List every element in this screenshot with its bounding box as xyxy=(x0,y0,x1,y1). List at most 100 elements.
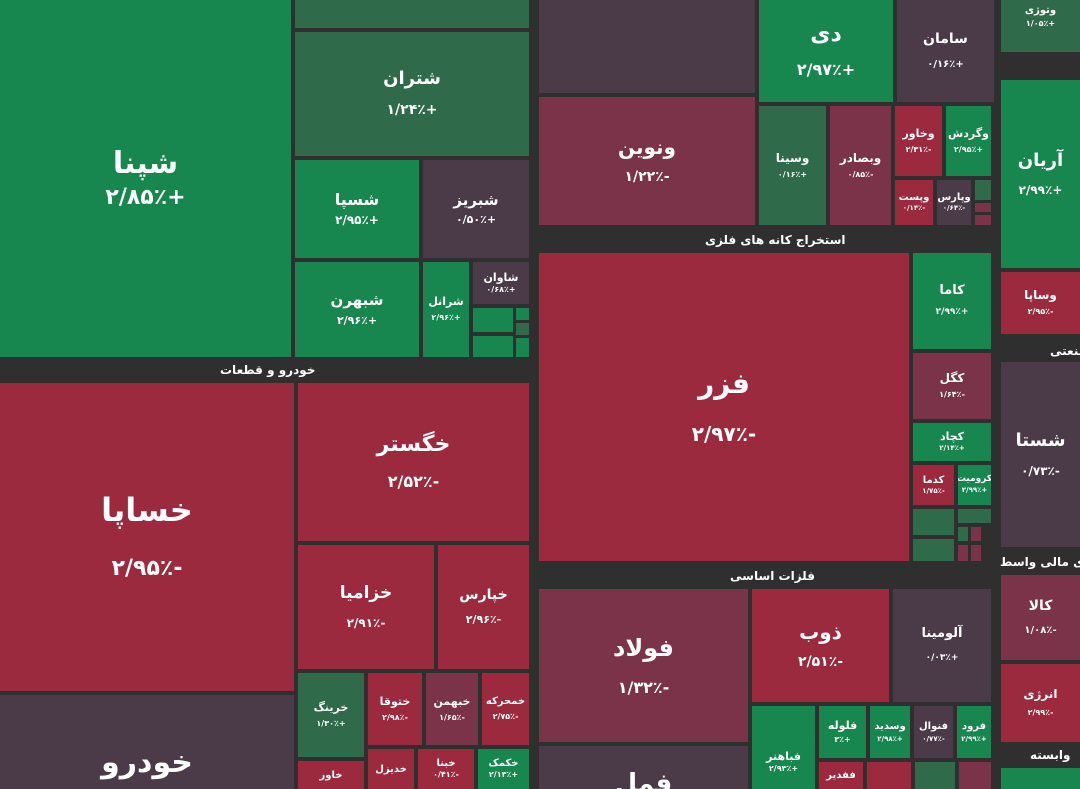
tile-faloole[interactable]: فلوله +۳٪ xyxy=(819,706,866,758)
tile-khebahman[interactable]: خبهمن -۱/۶۵٪ xyxy=(426,673,478,745)
tile-kala[interactable]: کالا -۱/۰۸٪ xyxy=(1001,575,1080,660)
tile-vabsadar[interactable]: وبصادر -۰/۸۵٪ xyxy=(830,106,891,225)
tile-name: خرینگ xyxy=(313,700,349,714)
tile-name: شستا xyxy=(1015,430,1066,451)
tile-small[interactable] xyxy=(958,509,991,523)
tile-name: خبهمن xyxy=(433,694,471,708)
tile-small[interactable] xyxy=(913,509,954,535)
tile-percent: -۲/۹۱٪ xyxy=(346,615,386,630)
tile-name: ففدیر xyxy=(826,770,856,781)
tile-vanovin[interactable]: ونوین -۱/۲۲٪ xyxy=(539,97,755,225)
tile-fazar[interactable]: فزر -۲/۹۷٪ xyxy=(539,253,909,561)
tile-small[interactable] xyxy=(958,527,968,541)
tile-small[interactable] xyxy=(971,545,981,561)
tile-vagardesh[interactable]: وگردش +۲/۹۵٪ xyxy=(946,106,991,176)
tile-small[interactable] xyxy=(473,336,513,357)
tile-shetran[interactable]: شتران +۱/۲۴٪ xyxy=(295,32,529,156)
tile-percent: +۲/۹۹٪ xyxy=(935,307,969,318)
tile-fafedir[interactable]: ففدیر xyxy=(819,762,863,789)
tile-small[interactable] xyxy=(915,762,955,789)
tile-small[interactable] xyxy=(516,338,529,357)
tile-small[interactable] xyxy=(867,762,911,789)
tile-name: کدما xyxy=(922,474,945,486)
tile-khavar[interactable]: خاور xyxy=(298,761,364,789)
tile-percent: -۱/۲۲٪ xyxy=(624,169,670,186)
tile-small[interactable] xyxy=(971,527,981,541)
tile-percent: +۲/۹۵٪ xyxy=(335,213,379,228)
tile-small[interactable] xyxy=(975,215,991,225)
tile-khodro[interactable]: خودرو xyxy=(0,695,294,789)
tile-khegostar[interactable]: خگستر -۲/۵۲٪ xyxy=(298,383,529,541)
tile-percent: -۲/۳۱٪ xyxy=(905,144,932,154)
tile-khatoga[interactable]: ختوقا -۲/۹۸٪ xyxy=(368,673,422,745)
tile-name: ونوین xyxy=(618,135,676,160)
tile-percent: -۲/۹۵٪ xyxy=(111,555,183,581)
tile-top-strip[interactable] xyxy=(295,0,529,28)
tile-khesapa[interactable]: خساپا -۲/۹۵٪ xyxy=(0,383,294,691)
tile-kama[interactable]: کاما +۲/۹۹٪ xyxy=(913,253,991,349)
tile-vasapa[interactable]: وساپا -۲/۹۵٪ xyxy=(1001,272,1080,334)
tile-name: شپنا xyxy=(112,145,179,181)
tile-percent: +۲/۹۳٪ xyxy=(768,764,799,774)
tile-small[interactable] xyxy=(1001,768,1080,789)
tile-percent: -۲/۹۶٪ xyxy=(465,612,502,626)
tile-fabahar[interactable]: فباهنر +۲/۹۳٪ xyxy=(752,706,815,789)
tile-khakamak[interactable]: خکمک +۲/۱۳٪ xyxy=(478,749,529,789)
tile-name: کرومیت xyxy=(958,474,991,485)
tile-kromit[interactable]: کرومیت +۲/۹۹٪ xyxy=(958,465,991,505)
tile-shebahran[interactable]: شبهرن +۲/۹۶٪ xyxy=(295,262,419,357)
tile-small[interactable] xyxy=(958,545,968,561)
tile-alumina[interactable]: آلومینا +۰/۰۳٪ xyxy=(893,589,991,702)
tile-vapast[interactable]: وپست -۰/۱۴٪ xyxy=(895,180,933,225)
tile-small[interactable] xyxy=(959,762,991,789)
tile-small[interactable] xyxy=(913,539,954,561)
tile-percent: +۲/۱۴٪ xyxy=(939,444,965,453)
tile-sharanol[interactable]: شرانل +۲/۹۶٪ xyxy=(423,262,469,357)
tile-kegol[interactable]: کگل -۱/۶۴٪ xyxy=(913,353,991,419)
tile-vasedid[interactable]: وسدید +۲/۹۸٪ xyxy=(870,706,910,758)
tile-small[interactable] xyxy=(473,308,513,332)
tile-khepars[interactable]: خپارس -۲/۹۶٪ xyxy=(438,545,529,669)
tile-small[interactable] xyxy=(975,180,991,200)
tile-shasta[interactable]: شستا -۰/۷۳٪ xyxy=(1001,362,1080,547)
tile-name: وپست xyxy=(898,192,930,204)
tile-forood[interactable]: فرود +۲/۹۹٪ xyxy=(957,706,991,758)
tile-vakhavar[interactable]: وخاور -۲/۳۱٪ xyxy=(895,106,942,176)
section-label-affiliated: وابسته xyxy=(1030,748,1071,762)
tile-di[interactable]: دی +۲/۹۷٪ xyxy=(759,0,893,102)
tile-name: شاوان xyxy=(483,270,519,284)
tile-percent: +۲/۸۵٪ xyxy=(105,184,186,210)
tile-shabriz[interactable]: شبریز +۰/۵۰٪ xyxy=(423,160,529,258)
tile-name: دی xyxy=(810,22,842,48)
tile-bank-top[interactable] xyxy=(539,0,755,93)
tile-arian[interactable]: آریان +۲/۹۹٪ xyxy=(1001,80,1080,268)
tile-zob[interactable]: ذوب -۲/۵۱٪ xyxy=(752,589,889,702)
tile-percent: +۲/۱۳٪ xyxy=(488,770,519,780)
tile-shapna[interactable]: شپنا +۲/۸۵٪ xyxy=(0,0,291,357)
tile-khabna[interactable]: خبنا -۰/۴۱٪ xyxy=(418,749,474,789)
tile-khazamia[interactable]: خزامیا -۲/۹۱٪ xyxy=(298,545,434,669)
tile-foolad[interactable]: فولاد -۱/۳۲٪ xyxy=(539,589,748,742)
tile-small[interactable] xyxy=(516,323,529,335)
tile-topright[interactable]: وتوژی +۱/۰۵٪ xyxy=(1001,0,1080,52)
tile-fanval[interactable]: فنوال -۰/۷۷٪ xyxy=(914,706,953,758)
tile-shespa[interactable]: شسپا +۲/۹۵٪ xyxy=(295,160,419,258)
tile-name: کگل xyxy=(939,371,965,385)
tile-foolad-partial[interactable]: فمل xyxy=(539,746,748,789)
tile-shavan[interactable]: شاوان +۰/۶۸٪ xyxy=(473,262,529,304)
tile-khodizel[interactable]: خدیزل xyxy=(368,749,414,789)
tile-name: وپارس xyxy=(937,192,971,204)
tile-anarzi[interactable]: انرژی -۲/۹۹٪ xyxy=(1001,664,1080,742)
tile-percent: +۱/۲۴٪ xyxy=(386,102,438,119)
tile-vapars[interactable]: وپارس -۰/۶۴٪ xyxy=(937,180,971,225)
tile-kadama[interactable]: کدما -۱/۷۵٪ xyxy=(913,465,954,505)
tile-name: وسدید xyxy=(874,720,906,732)
tile-kharing[interactable]: خرینگ +۱/۳۰٪ xyxy=(298,673,364,757)
tile-small[interactable] xyxy=(516,308,529,320)
tile-khamhreke[interactable]: خمحرکه -۲/۷۵٪ xyxy=(482,673,529,745)
tile-kechad[interactable]: کچاد +۲/۱۴٪ xyxy=(913,423,991,461)
tile-saman[interactable]: سامان +۰/۱۶٪ xyxy=(897,0,994,102)
tile-percent: -۰/۷۳٪ xyxy=(1021,463,1060,478)
tile-vasina[interactable]: وسینا +۰/۱۶٪ xyxy=(759,106,826,225)
tile-small[interactable] xyxy=(975,203,991,212)
